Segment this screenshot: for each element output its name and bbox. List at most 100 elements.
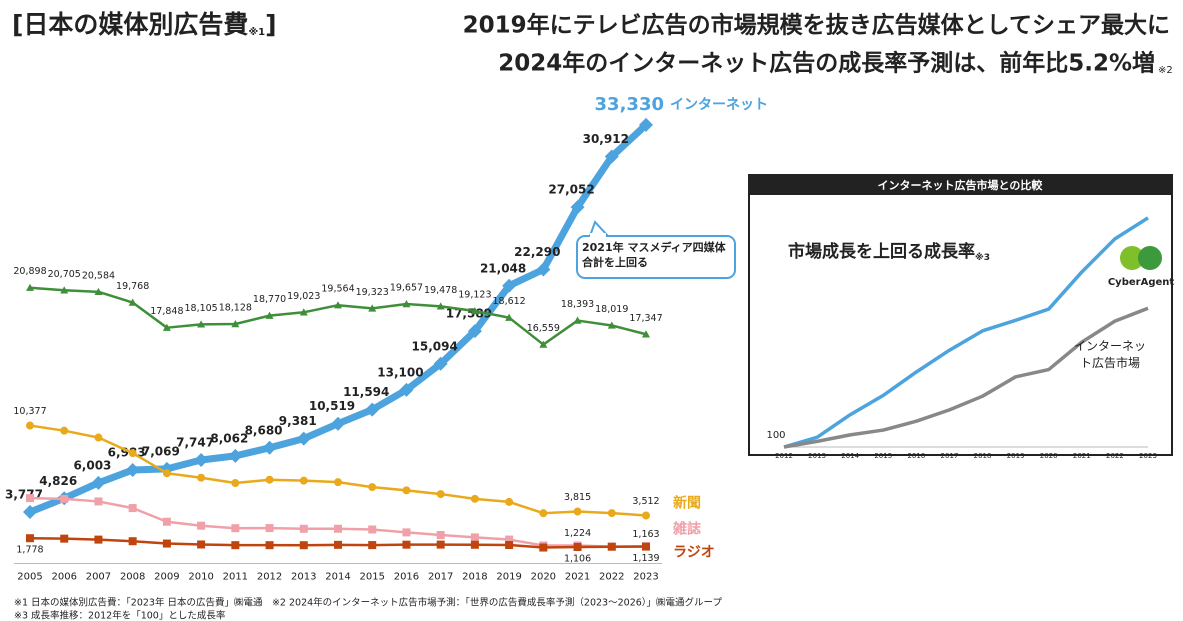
- x-tick-label: 2019: [496, 572, 521, 583]
- marker: [436, 530, 445, 539]
- x-tick-label: 2011: [223, 572, 248, 583]
- x-tick-label: 2020: [531, 572, 556, 583]
- marker: [433, 356, 448, 371]
- marker: [399, 382, 414, 397]
- callout-join: [590, 233, 606, 239]
- marker: [91, 475, 106, 490]
- x-tick-label: 2005: [17, 572, 42, 583]
- marker: [334, 540, 342, 549]
- data-label: 9,381: [279, 414, 317, 428]
- x-tick-label: 2016: [394, 572, 419, 583]
- x-tick-label: 2022: [599, 572, 624, 583]
- marker: [334, 524, 342, 533]
- marker: [26, 283, 34, 291]
- data-label: 13,100: [377, 365, 423, 379]
- marker: [128, 537, 137, 546]
- logo-mark: [1138, 246, 1162, 270]
- marker: [265, 475, 274, 484]
- x-tick-label: 2007: [86, 572, 111, 583]
- marker: [299, 308, 308, 316]
- marker: [125, 463, 140, 478]
- marker: [299, 476, 308, 485]
- data-label: 19,768: [116, 281, 149, 292]
- series-name: ラジオ: [673, 545, 715, 561]
- inset-title: インターネット広告市場との比較: [878, 178, 1044, 192]
- x-tick-label: 2014: [841, 452, 859, 460]
- main-chart: 2005 2006 2007 2008 2009 2010 2011 2012 2013 2014…: [5, 94, 768, 583]
- marker: [262, 440, 277, 455]
- start-label: 100: [766, 430, 785, 441]
- marker: [60, 426, 69, 435]
- marker: [94, 497, 103, 506]
- data-label: 7,069: [142, 444, 180, 458]
- x-tick-label: 2009: [154, 572, 179, 583]
- marker: [505, 535, 514, 544]
- marker: [331, 416, 345, 431]
- marker: [334, 478, 342, 487]
- x-tick-label: 2006: [51, 572, 76, 583]
- marker: [94, 535, 103, 544]
- inset-annotation: 市場成長を上回る成長率※3: [788, 241, 990, 263]
- marker: [436, 490, 445, 499]
- x-tick-label: 2010: [188, 572, 213, 583]
- headline-1: 2019年にテレビ広告の市場規模を抜き広告媒体としてシェア最大に: [463, 12, 1170, 39]
- marker: [402, 540, 411, 549]
- marker: [505, 540, 514, 549]
- data-label: 30,912: [583, 132, 629, 146]
- marker: [60, 534, 69, 543]
- series-line: [783, 306, 1149, 449]
- marker: [368, 304, 377, 312]
- x-tick-label: 2017: [428, 572, 453, 583]
- marker: [607, 509, 616, 518]
- x-tick-label: 2021: [565, 572, 590, 583]
- inset-chart: インターネット広告市場との比較 市場成長を上回る成長率※3 CyberAgent…: [748, 174, 1175, 460]
- marker: [402, 486, 411, 495]
- x-tick-label: 2013: [291, 572, 316, 583]
- marker: [265, 524, 274, 533]
- marker: [365, 402, 380, 417]
- series-line: [29, 496, 647, 548]
- marker: [402, 528, 411, 537]
- data-label: 3,815: [564, 492, 591, 503]
- title-main: [日本の媒体別広告費※1]: [12, 10, 277, 39]
- x-tick-label: 2012: [257, 572, 282, 583]
- data-label: 33,330: [595, 94, 664, 115]
- data-label: 19,323: [356, 287, 389, 298]
- marker: [197, 540, 206, 549]
- marker: [502, 278, 517, 293]
- x-tick-label: 2020: [1040, 452, 1058, 460]
- data-label: 19,023: [287, 291, 320, 302]
- marker: [368, 541, 377, 550]
- data-label: 17,589: [446, 307, 492, 321]
- data-label: 15,094: [412, 339, 458, 353]
- data-label: 18,612: [492, 296, 525, 307]
- data-label: 10,519: [309, 399, 355, 413]
- series-name: 新聞: [673, 494, 701, 511]
- marker: [197, 473, 206, 482]
- marker: [299, 541, 308, 550]
- marker: [436, 540, 445, 549]
- data-label: 20,705: [48, 269, 81, 280]
- data-label: 18,393: [561, 299, 594, 310]
- series-line: [29, 286, 647, 346]
- marker: [607, 321, 616, 329]
- marker: [604, 149, 619, 164]
- marker: [26, 534, 34, 543]
- data-label: 22,290: [514, 245, 560, 259]
- data-label: 20,584: [82, 270, 115, 281]
- data-label: 6,003: [73, 458, 111, 472]
- series-name: 雑誌: [672, 520, 701, 537]
- marker: [573, 543, 582, 552]
- marker: [60, 286, 69, 294]
- x-tick-label: 2019: [1007, 452, 1025, 460]
- marker: [94, 287, 103, 296]
- logo-text: CyberAgent: [1108, 277, 1175, 288]
- marker: [128, 504, 137, 513]
- marker: [639, 117, 653, 132]
- marker: [128, 449, 137, 458]
- data-label: 1,139: [632, 553, 659, 564]
- x-tick-label: 2018: [462, 572, 487, 583]
- marker: [26, 421, 34, 430]
- title-note: ※1: [248, 26, 265, 38]
- marker: [402, 299, 411, 308]
